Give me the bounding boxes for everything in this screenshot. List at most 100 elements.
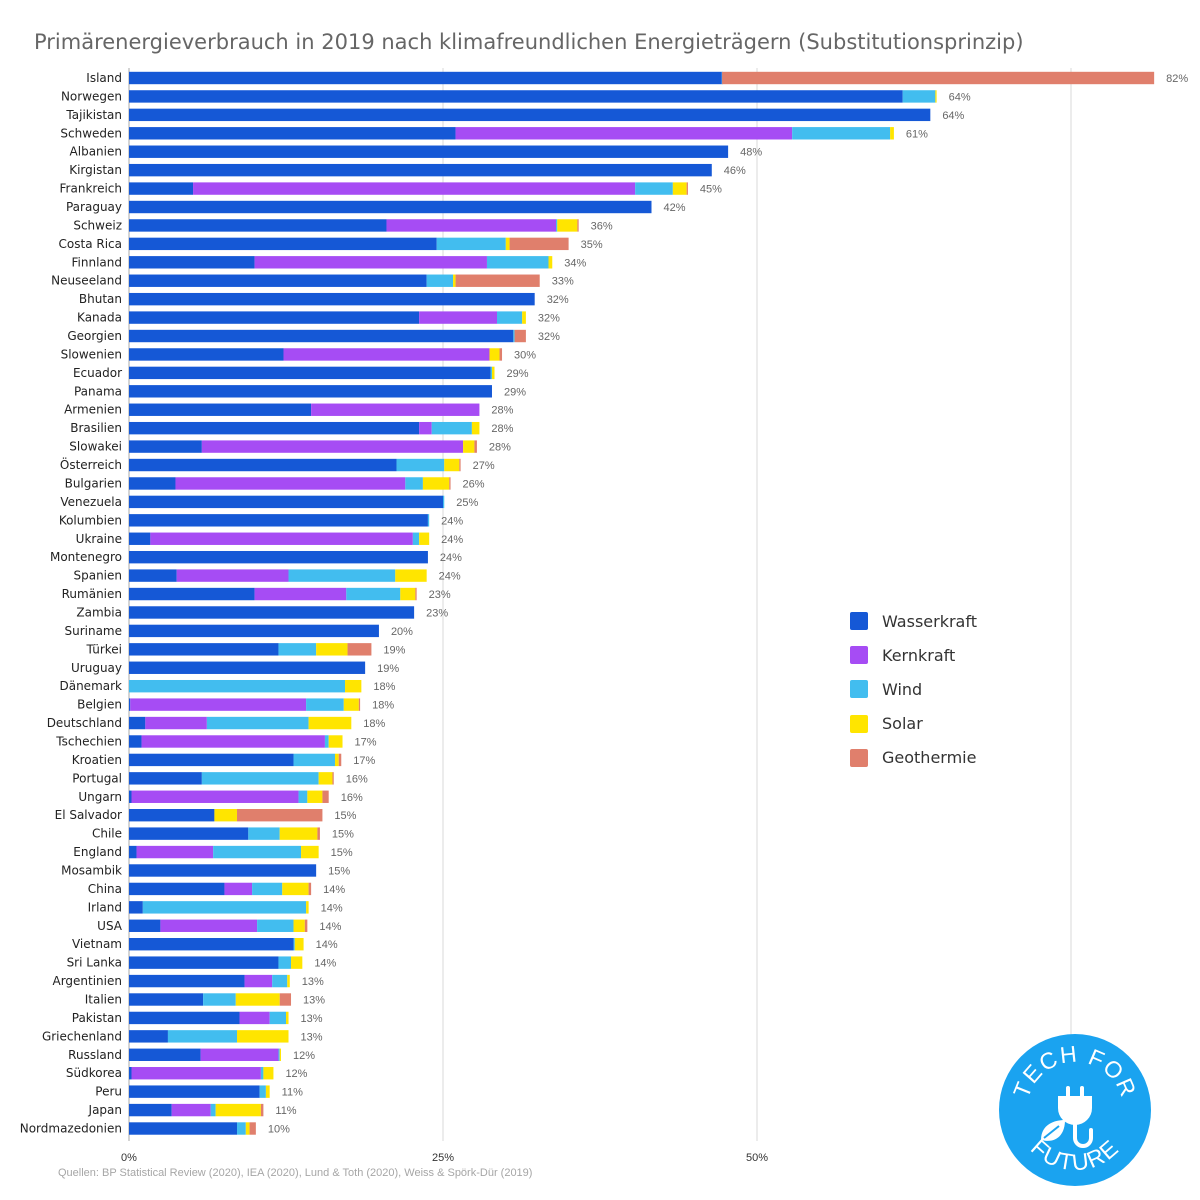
- country-label: Nordmazedonien: [20, 1122, 122, 1136]
- bar-segment-wasserkraft: [129, 71, 722, 85]
- country-label: Kroatien: [72, 753, 122, 767]
- bar-segment-geothermie: [514, 329, 526, 343]
- country-label: England: [73, 845, 122, 859]
- total-value-label: 64%: [942, 110, 964, 122]
- bar-segment-wasserkraft: [129, 569, 177, 582]
- bar-segment-solar: [306, 901, 309, 914]
- country-label: Dänemark: [59, 679, 122, 693]
- country-label: Kirgistan: [69, 163, 122, 177]
- bar-segment-geothermie: [322, 790, 329, 803]
- country-label: Portugal: [72, 771, 122, 785]
- bar-segment-wind: [513, 329, 515, 343]
- bar-segment-wasserkraft: [129, 237, 437, 251]
- bar-segment-wind: [259, 1085, 266, 1098]
- country-label: Neuseeland: [51, 274, 122, 288]
- bar-segment-wasserkraft: [129, 421, 420, 435]
- bar-segment-wasserkraft: [129, 919, 161, 932]
- country-label: Griechenland: [42, 1029, 122, 1043]
- total-value-label: 19%: [377, 663, 399, 675]
- bar-segment-wind: [405, 477, 423, 490]
- legend-swatch: [850, 680, 868, 699]
- bar-segment-wind: [635, 182, 673, 195]
- bar-segment-wind: [206, 716, 309, 730]
- legend-label: Wind: [882, 679, 923, 699]
- total-value-label: 16%: [341, 792, 363, 804]
- total-value-label: 14%: [323, 884, 345, 896]
- country-label: Tajikistan: [65, 108, 122, 122]
- total-value-label: 28%: [491, 423, 513, 435]
- bar-segment-wind: [210, 1103, 216, 1117]
- bar-segment-wasserkraft: [129, 1011, 240, 1025]
- bar-segment-wind: [278, 1048, 280, 1061]
- bar-segment-geothermie: [686, 182, 688, 195]
- total-value-label: 17%: [353, 755, 375, 767]
- total-value-label: 13%: [301, 1013, 323, 1025]
- bar-segment-wind: [427, 514, 430, 527]
- x-tick-label: 50%: [746, 1152, 768, 1164]
- bar-segment-wasserkraft: [129, 182, 194, 195]
- bar-segment-kernkraft: [254, 256, 487, 269]
- bar-segment-solar: [316, 643, 348, 656]
- source-note: Quellen: BP Statistical Review (2020), I…: [58, 1167, 533, 1179]
- bar-segment-kernkraft: [193, 182, 636, 195]
- total-value-label: 17%: [355, 736, 377, 748]
- total-value-label: 24%: [441, 534, 463, 546]
- bar-segment-wind: [556, 219, 558, 232]
- bar-segment-kernkraft: [131, 1067, 261, 1080]
- country-label: Japan: [88, 1103, 122, 1117]
- country-label: Island: [86, 71, 122, 85]
- bar-segment-wind: [260, 1067, 264, 1080]
- bar-segment-kernkraft: [419, 311, 498, 324]
- country-label: Frankreich: [60, 182, 122, 196]
- bar-segment-wasserkraft: [129, 329, 514, 343]
- country-label: Mosambik: [61, 863, 122, 877]
- legend-label: Wasserkraft: [882, 611, 977, 631]
- leaf-icon: [1041, 1120, 1065, 1141]
- bar-segment-wasserkraft: [129, 882, 225, 896]
- country-label: Albanien: [70, 145, 122, 159]
- bar-segment-wasserkraft: [129, 514, 428, 527]
- bar-segment-geothermie: [415, 587, 417, 601]
- country-label: Costa Rica: [59, 237, 122, 251]
- bar-segment-geothermie: [449, 477, 451, 490]
- bar-segment-solar: [293, 919, 305, 932]
- bar-segment-wind: [412, 532, 420, 545]
- bar-segment-geothermie: [308, 882, 312, 896]
- bar-segment-solar: [263, 1067, 274, 1080]
- country-label: Ecuador: [73, 366, 122, 380]
- total-value-label: 23%: [429, 589, 451, 601]
- bar-segment-wind: [443, 495, 445, 509]
- legend-item: Wasserkraft: [850, 604, 977, 638]
- total-value-label: 14%: [319, 921, 341, 933]
- bar-segment-solar: [548, 256, 553, 269]
- total-value-label: 61%: [906, 128, 928, 140]
- bar-segment-solar: [672, 182, 687, 195]
- legend-swatch: [850, 646, 868, 665]
- bar-segment-solar: [279, 1048, 281, 1061]
- total-value-label: 24%: [440, 552, 462, 564]
- bar-segment-solar: [279, 827, 318, 840]
- bar-segment-geothermie: [509, 237, 569, 251]
- bar-segment-wind: [436, 237, 506, 251]
- bar-segment-wind: [426, 274, 454, 287]
- bar-segment-solar: [214, 809, 238, 822]
- bar-segment-wasserkraft: [129, 366, 491, 380]
- bar-segment-solar: [343, 698, 359, 711]
- bar-segment-solar: [400, 587, 416, 601]
- bar-segment-solar: [307, 790, 323, 803]
- bar-segment-solar: [237, 1030, 289, 1043]
- total-value-label: 29%: [504, 386, 526, 398]
- total-value-label: 15%: [331, 847, 353, 859]
- bar-segment-wasserkraft: [129, 385, 492, 398]
- bar-segment-kernkraft: [136, 845, 214, 859]
- total-value-label: 19%: [383, 644, 405, 656]
- bar-segment-kernkraft: [386, 219, 557, 232]
- bar-segment-wasserkraft: [129, 698, 131, 711]
- total-value-label: 12%: [285, 1068, 307, 1080]
- bar-segment-solar: [291, 956, 303, 969]
- country-label: Irland: [88, 900, 122, 914]
- x-tick-label: 0%: [121, 1152, 137, 1164]
- bar-segment-wasserkraft: [129, 348, 284, 361]
- total-value-label: 28%: [489, 442, 511, 454]
- bar-segment-kernkraft: [130, 698, 307, 711]
